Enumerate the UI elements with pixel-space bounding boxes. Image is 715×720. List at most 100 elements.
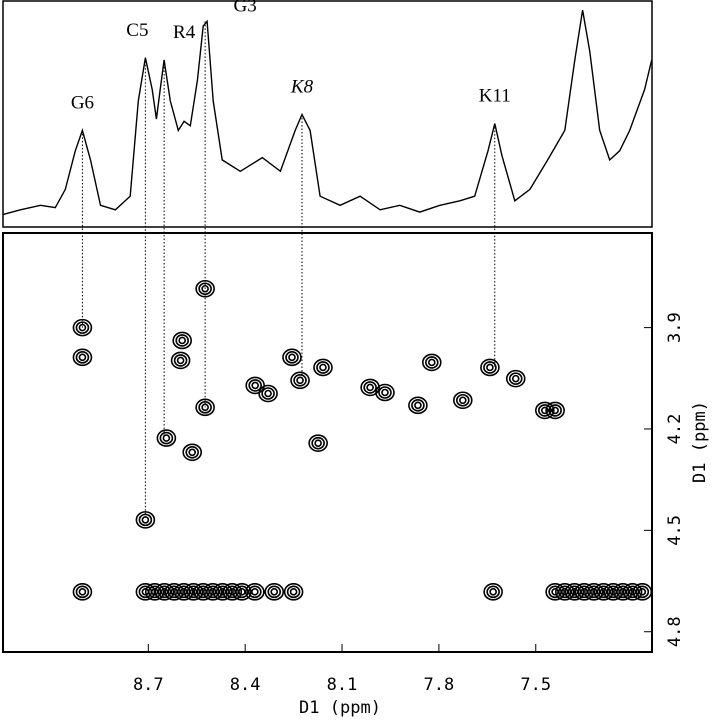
contour-level [483, 361, 497, 374]
contour-level [175, 334, 190, 347]
cross-peak [282, 348, 302, 367]
contour-level [314, 439, 322, 447]
y-tick-label: 4.5 [665, 515, 685, 546]
contour-level [511, 374, 520, 383]
contour-level [632, 583, 653, 601]
contour-level [264, 583, 285, 601]
contour-level [290, 371, 310, 390]
x-tick-label: 7.5 [520, 675, 551, 695]
contour-level [72, 318, 93, 337]
contour-level [508, 372, 523, 385]
y-axis-label: D1 (ppm) [690, 401, 710, 483]
contour-level [486, 363, 494, 372]
contour-level [164, 583, 184, 601]
contour-level [574, 583, 594, 601]
peak-label: K11 [479, 86, 511, 107]
cross-peak [170, 351, 191, 370]
contour-level [486, 585, 500, 599]
contour-level [78, 588, 87, 596]
cross-peak [164, 583, 184, 601]
contour-level [172, 331, 193, 350]
contour-level [188, 448, 197, 457]
cross-peak [545, 401, 565, 420]
cross-peak [632, 583, 653, 601]
cross-peak [603, 583, 624, 601]
y-tick-label: 3.9 [665, 312, 685, 343]
contour-level [170, 351, 191, 370]
contour-level [603, 583, 624, 601]
peak-label: G3 [234, 0, 257, 16]
contour-level [427, 358, 436, 367]
contour-level [174, 583, 194, 601]
contour-level [222, 583, 243, 601]
contour-level [144, 583, 165, 601]
peak-label: R4 [173, 22, 196, 43]
contour-level [195, 279, 215, 298]
cross-peak [480, 358, 500, 377]
contour-level [308, 434, 328, 452]
contour-level [75, 585, 90, 599]
cross-peak [72, 583, 93, 601]
cross-peak [308, 434, 328, 452]
contour-level [363, 381, 377, 394]
contour-level [319, 363, 327, 372]
contour-level [545, 401, 565, 420]
cross-peak [245, 376, 265, 395]
contour-level [203, 583, 223, 601]
contour-level [245, 376, 265, 395]
y-tick-label: 4.2 [665, 414, 685, 445]
contour-level [421, 353, 442, 372]
contour-level [75, 321, 90, 334]
peak-label: G6 [71, 92, 94, 113]
contour-level [232, 583, 252, 601]
cross-peak [290, 371, 310, 390]
contour-level [635, 585, 650, 599]
contour-level [483, 583, 503, 601]
plot: G6 C5 R4 G3 K8 K11 8.7 8.4 8.1 7.8 7.5 3.9 4.2 4.5 4.8 [3, 0, 685, 695]
cross-peak [535, 401, 555, 420]
contour-level [251, 381, 259, 390]
contour-level [270, 588, 279, 596]
x-axis-label: D1 (ppm) [299, 698, 381, 718]
contour-level [584, 583, 604, 601]
cross-peak [135, 511, 156, 529]
cross-peak [258, 384, 278, 403]
cross-peak [172, 331, 193, 350]
cross-peak [408, 396, 428, 415]
spectrum-trace [3, 9, 653, 216]
contour-level [551, 406, 559, 415]
contour-level [452, 391, 473, 410]
contour-level [564, 583, 585, 601]
contour-level [138, 513, 153, 527]
contour-level [613, 583, 633, 601]
contour-level [638, 588, 647, 596]
contour-level [173, 354, 188, 367]
contour-level [176, 356, 185, 365]
contour-level [183, 583, 204, 601]
contour-level [75, 351, 90, 364]
contour-level [212, 583, 233, 601]
cross-peak [154, 583, 175, 601]
x-tick-label: 8.4 [230, 675, 261, 695]
contour-level [622, 583, 643, 601]
contour-level [162, 434, 171, 442]
contour-level [375, 383, 395, 402]
y-tick-label: 4.8 [665, 616, 685, 647]
contour-level [178, 336, 187, 345]
contour-level [480, 358, 500, 377]
cross-peak [182, 443, 203, 462]
contour-frame [2, 232, 653, 653]
contour-level [185, 445, 200, 459]
contour-level [458, 396, 467, 405]
cross-peak [156, 429, 177, 447]
contour-level [201, 403, 209, 412]
cross-peak [421, 353, 442, 372]
x-tick-label: 7.8 [424, 675, 455, 695]
contour-level [288, 353, 296, 362]
contour-level [289, 588, 298, 596]
contour-level [311, 436, 325, 450]
contour-level [264, 389, 272, 398]
contour-level [285, 351, 299, 364]
cross-peak [72, 348, 93, 367]
contour-level [593, 583, 614, 601]
